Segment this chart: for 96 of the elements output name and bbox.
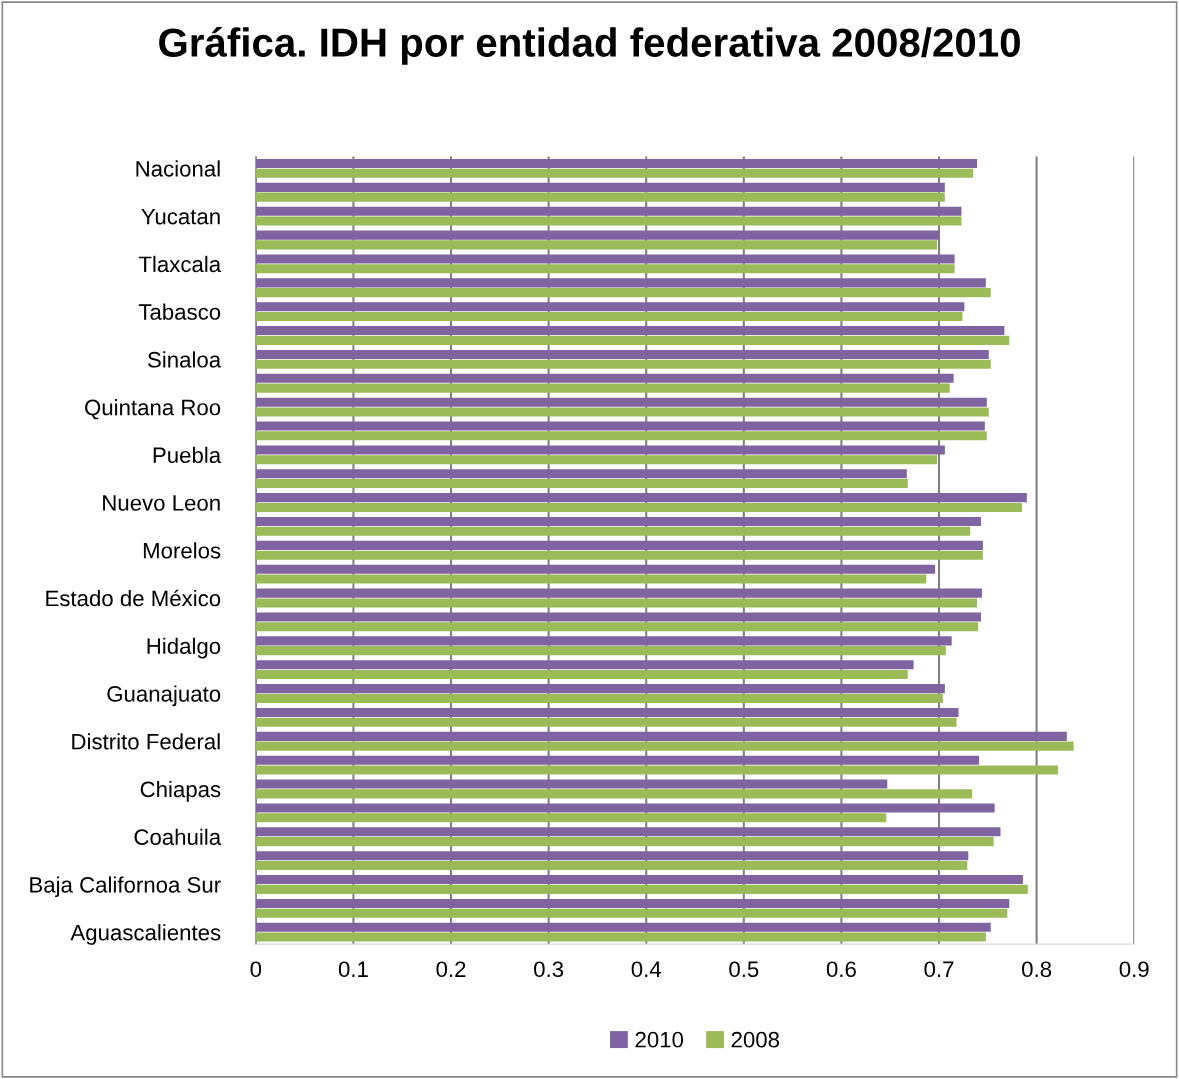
x-tick-label: 0.9	[1119, 961, 1149, 978]
bar	[255, 598, 978, 608]
bar	[255, 469, 907, 479]
bar	[255, 564, 936, 574]
y-tick-label: Guanajuato	[107, 685, 221, 707]
chart-title: Gráfica. IDH por entidad federativa 2008/2010	[159, 26, 1020, 65]
bar	[255, 684, 945, 694]
bar	[255, 550, 983, 560]
y-tick-label: Quintana Roo	[85, 399, 221, 420]
legend-label: 2008	[731, 1031, 780, 1048]
bar	[255, 302, 965, 312]
bar	[255, 707, 959, 718]
y-tick-label: Yucatan	[141, 208, 220, 225]
bar	[255, 216, 962, 226]
bar	[255, 540, 983, 550]
y-tick-label: Nacional	[136, 160, 220, 177]
bar	[255, 326, 1005, 336]
x-tick-label: 0.6	[826, 961, 856, 978]
bar	[255, 192, 945, 202]
bar	[255, 717, 957, 727]
bar	[255, 288, 991, 298]
x-tick-label: 0.3	[534, 961, 564, 978]
x-tick-label: 0	[250, 961, 262, 978]
bar	[255, 693, 943, 703]
bar	[255, 574, 927, 584]
bar	[255, 254, 955, 264]
bar	[255, 349, 989, 359]
bar	[255, 932, 986, 942]
bar	[255, 755, 980, 765]
bar	[255, 827, 1001, 837]
y-tick-label: Aguascalientes	[70, 924, 221, 945]
bar	[255, 158, 978, 169]
bar	[255, 765, 1059, 775]
bar	[255, 636, 952, 646]
bar	[255, 516, 981, 527]
bar	[255, 407, 989, 417]
bar	[255, 588, 982, 598]
y-tick-label: Chiapas	[140, 780, 221, 802]
bar	[255, 837, 994, 847]
bar	[255, 922, 991, 932]
bar	[255, 335, 1010, 345]
y-tick-label: Morelos	[143, 542, 221, 559]
bar	[255, 206, 962, 216]
bar	[255, 240, 938, 250]
x-tick-label: 0.1	[338, 961, 368, 978]
bar	[255, 455, 938, 465]
y-tick-label: Nuevo Leon	[103, 495, 220, 511]
bar	[255, 875, 1023, 885]
bar	[255, 898, 1010, 908]
bar	[255, 278, 986, 288]
bar	[255, 779, 888, 789]
bar	[255, 622, 979, 632]
bar	[255, 493, 1027, 503]
bar	[255, 646, 946, 656]
bar	[255, 373, 954, 383]
bar	[255, 182, 945, 192]
x-tick-label: 0.5	[729, 961, 759, 978]
x-tick-label: 0.2	[436, 961, 466, 978]
y-tick-label: Hidalgo	[147, 637, 221, 659]
bar	[255, 803, 995, 813]
x-tick-label: 0.4	[631, 961, 662, 978]
y-tick-label: Puebla	[153, 446, 222, 464]
bar	[255, 397, 987, 407]
y-tick-label: Distrito Federal	[72, 733, 220, 750]
bar	[255, 884, 1028, 894]
bar	[255, 359, 991, 369]
y-tick-label: Tlaxcala	[138, 255, 222, 273]
y-tick-label: Estado de México	[46, 589, 221, 607]
bar	[255, 731, 1067, 741]
bar	[255, 502, 1022, 512]
bar	[255, 860, 968, 871]
bar	[255, 479, 908, 489]
bar	[255, 789, 973, 799]
bar	[255, 851, 969, 861]
bar	[255, 741, 1074, 751]
bar	[255, 526, 971, 536]
bar	[255, 908, 1008, 918]
bar	[255, 669, 908, 680]
bar	[255, 383, 950, 393]
y-tick-label: Baja Californoa Sur	[30, 876, 221, 898]
bar	[255, 431, 987, 441]
bar	[255, 421, 985, 431]
bar	[255, 311, 963, 322]
bar	[255, 813, 887, 823]
bar	[255, 264, 955, 274]
bar	[255, 168, 974, 178]
y-tick-label: Sinaloa	[148, 351, 222, 368]
bar	[255, 660, 914, 670]
y-tick-label: Tabasco	[138, 303, 221, 320]
x-tick-label: 0.7	[924, 961, 954, 978]
bar	[255, 612, 981, 622]
bar	[255, 445, 945, 455]
bar	[255, 230, 940, 240]
y-tick-label: Coahuila	[134, 828, 222, 845]
x-tick-label: 0.8	[1022, 961, 1052, 978]
legend-label: 2010	[635, 1031, 684, 1048]
